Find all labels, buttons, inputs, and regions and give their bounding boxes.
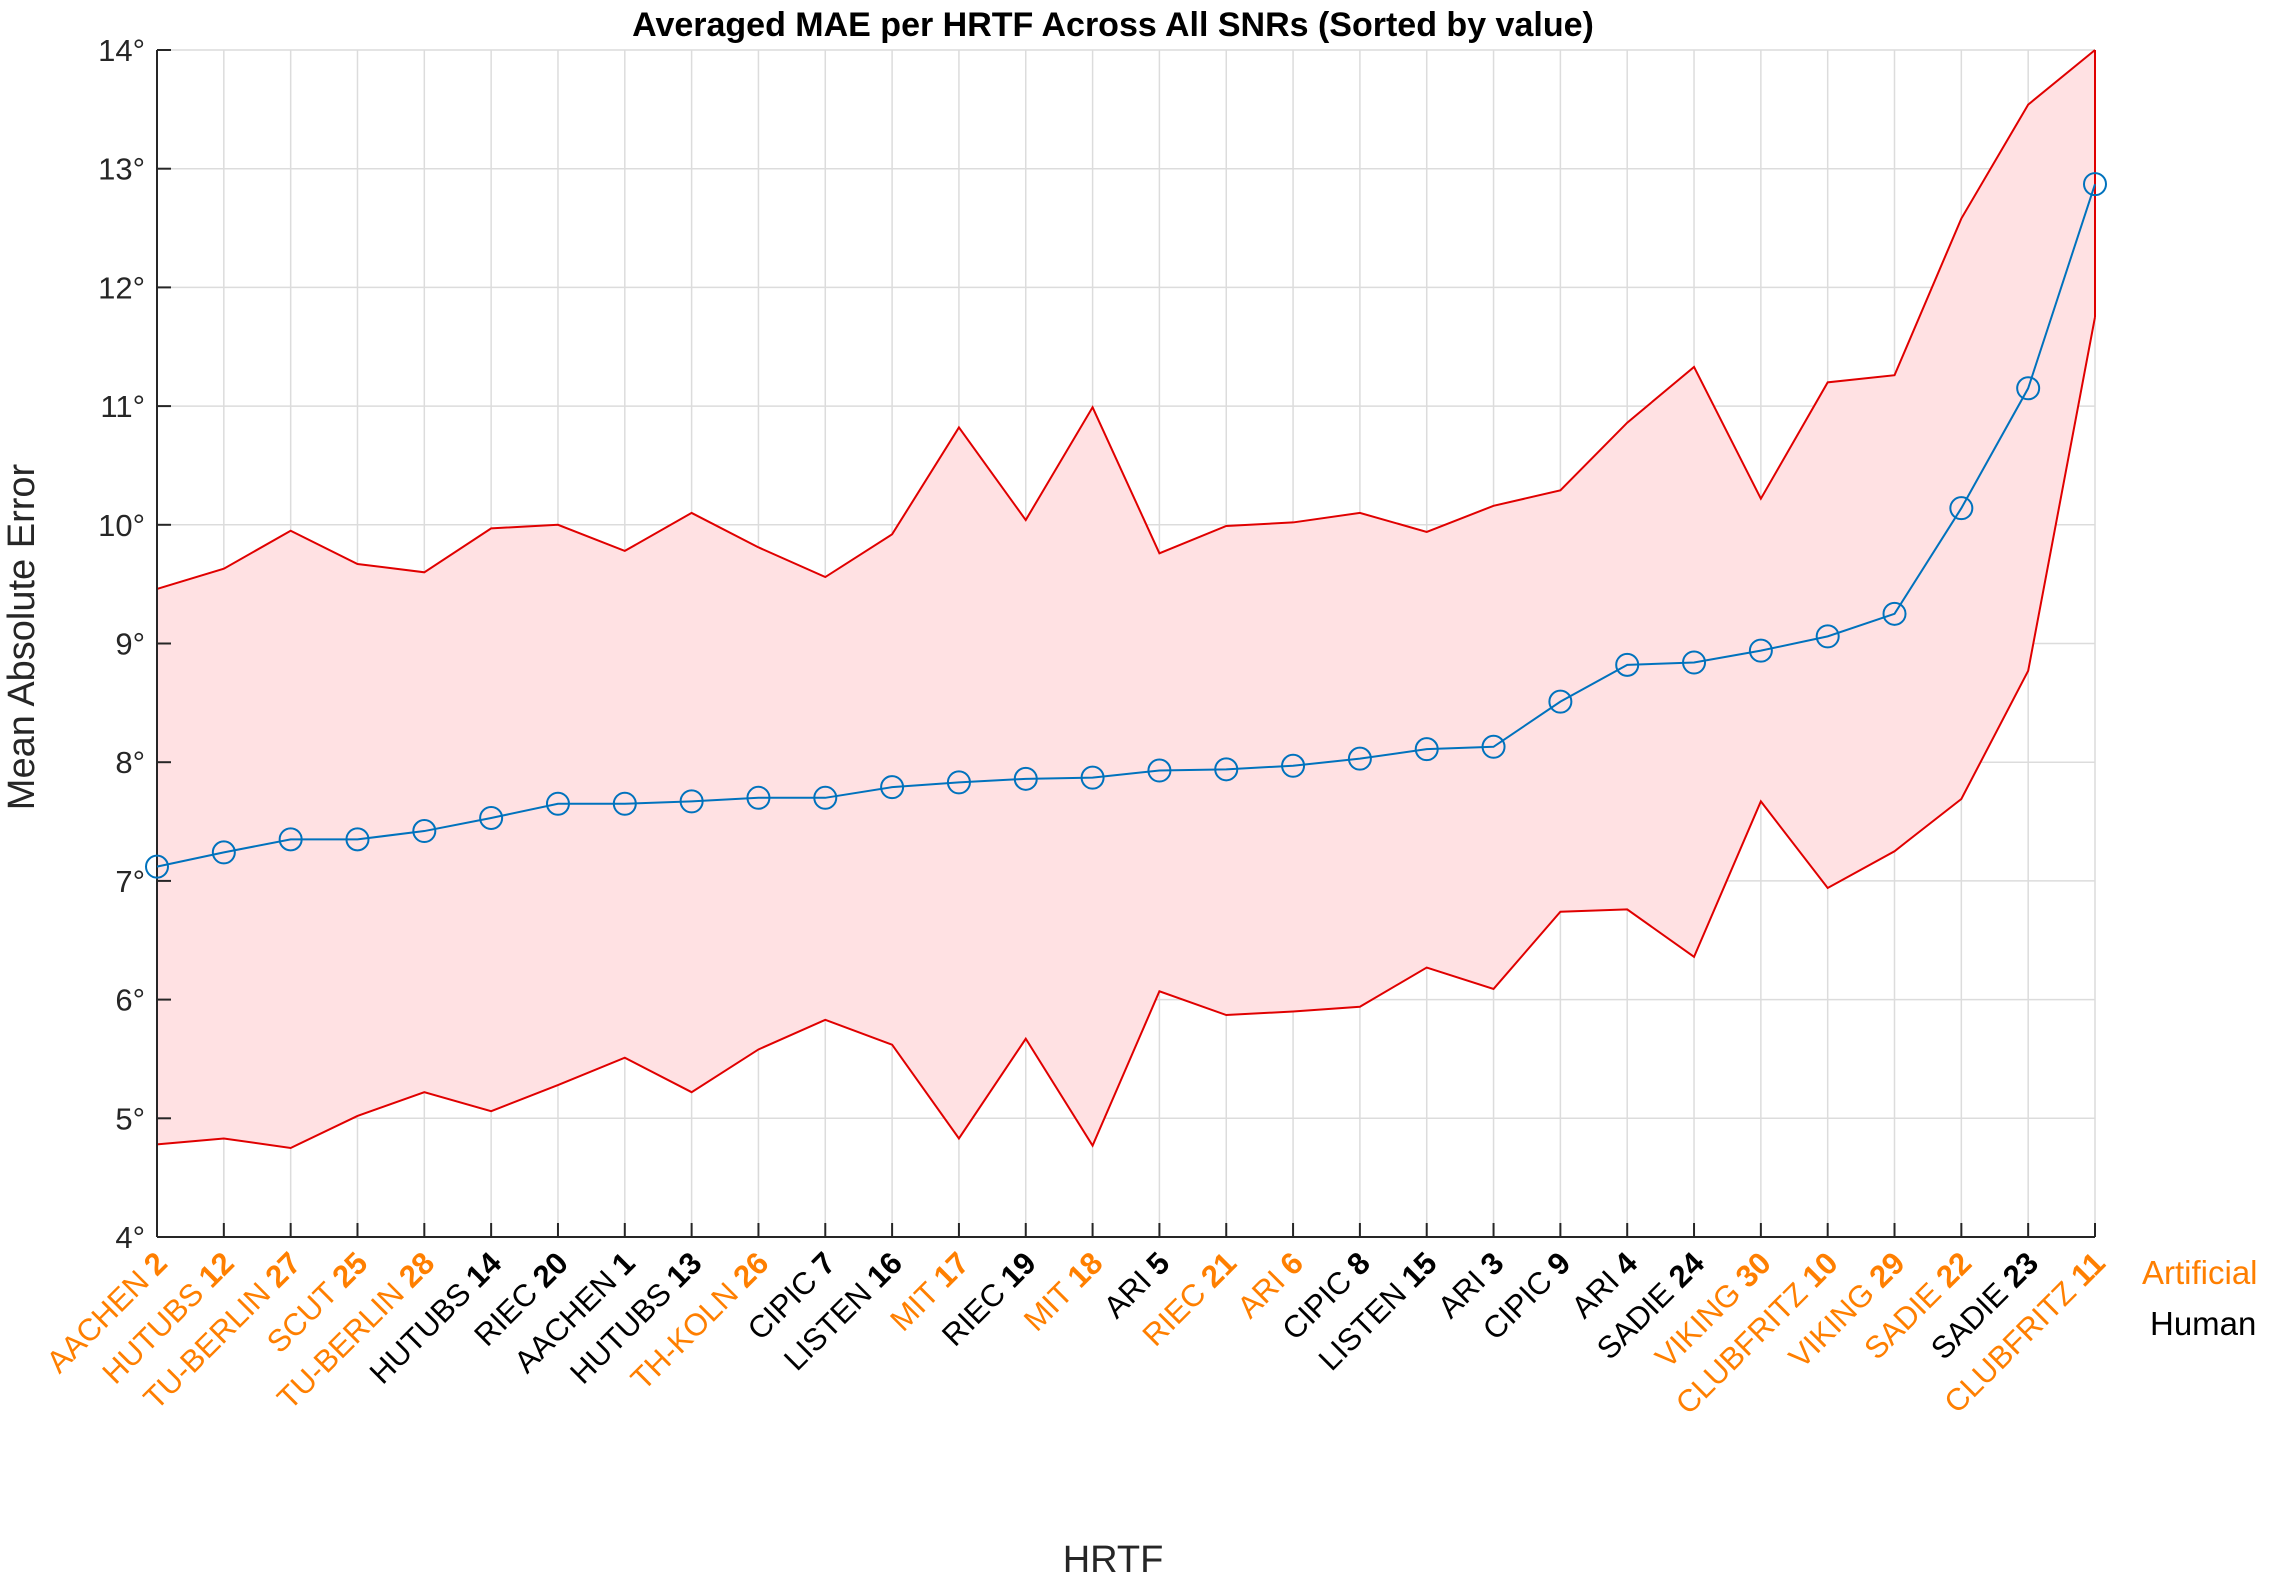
y-tick-label: 7°	[115, 864, 145, 899]
y-tick-label: 14°	[98, 33, 145, 68]
band-layer	[156, 49, 2096, 1150]
data-point-marker	[1949, 496, 1974, 521]
y-tick-label: 10°	[98, 508, 145, 543]
data-point-marker	[1548, 689, 1573, 714]
data-point-marker	[1481, 734, 1506, 759]
data-point-marker	[211, 840, 236, 865]
data-point-marker	[612, 791, 637, 816]
data-point-marker	[1682, 650, 1707, 675]
y-tick-label: 9°	[115, 627, 145, 662]
y-tick-label: 8°	[115, 745, 145, 780]
error-band-area	[157, 50, 2095, 1148]
data-point-marker	[1815, 624, 1840, 649]
data-point-marker	[1214, 757, 1239, 782]
y-tick-label: 6°	[115, 983, 145, 1018]
data-point-marker	[1147, 758, 1172, 783]
data-point-marker	[145, 854, 169, 879]
legend-human: Human	[2150, 1305, 2256, 1342]
band-lower-edge	[156, 316, 2096, 1150]
data-point-marker	[345, 827, 370, 852]
chart-title: Averaged MAE per HRTF Across All SNRs (S…	[632, 6, 1594, 44]
x-axis-label: HRTF	[1063, 1539, 1164, 1581]
y-axis-label: Mean Absolute Error	[1, 463, 43, 810]
data-point-marker	[679, 789, 704, 814]
data-point-marker	[2016, 376, 2041, 401]
data-point-marker	[545, 791, 570, 816]
data-point-marker	[746, 785, 771, 810]
y-tick-labels: 4° 5° 6° 7° 8° 9° 10° 11° 12° 13° 14°	[98, 33, 145, 1255]
data-point-marker	[880, 775, 905, 800]
band-upper-edge	[156, 49, 2096, 590]
data-point-marker	[946, 770, 971, 795]
data-point-marker	[1281, 753, 1306, 778]
data-point-marker	[1882, 601, 1907, 626]
y-tick-label: 12°	[98, 270, 145, 305]
data-point-marker	[1414, 737, 1439, 762]
data-point-marker	[2083, 172, 2107, 197]
data-point-marker	[1748, 638, 1773, 663]
data-point-marker	[412, 819, 437, 844]
legend-artificial: Artificial	[2142, 1254, 2258, 1291]
line-layer	[145, 172, 2107, 879]
y-tick-label: 4°	[115, 1220, 145, 1255]
data-point-marker	[1013, 766, 1038, 791]
data-point-marker	[1347, 746, 1372, 771]
y-tick-label: 5°	[115, 1101, 145, 1136]
y-tick-label: 13°	[98, 152, 145, 187]
data-point-marker	[1615, 652, 1640, 677]
data-point-marker	[1080, 765, 1105, 790]
data-point-marker	[479, 805, 504, 830]
data-point-marker	[278, 827, 303, 852]
axes-layer	[156, 49, 2096, 1238]
data-point-marker	[813, 785, 838, 810]
y-tick-label: 11°	[100, 389, 145, 424]
